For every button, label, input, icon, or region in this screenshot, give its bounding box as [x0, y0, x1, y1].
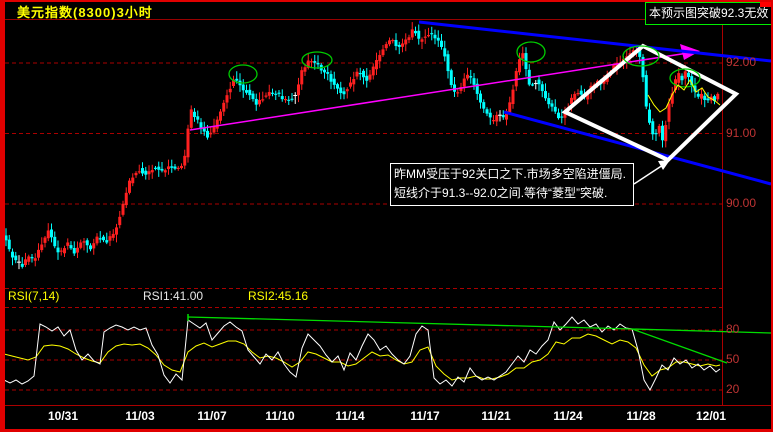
highlight-ellipse [301, 51, 333, 69]
rsi2-value-label: RSI2:45.16 [248, 289, 309, 303]
highlight-ellipse [516, 41, 546, 63]
rsi-axis-label: 20 [726, 382, 740, 396]
price-axis-label: 91.00 [726, 125, 757, 140]
highlight-ellipse [669, 68, 701, 88]
note-corner-marker [760, 2, 771, 7]
x-axis-date-label: 11/28 [626, 409, 656, 423]
lower-blue-trendline [503, 110, 772, 186]
highlight-ellipse [228, 64, 258, 84]
x-axis-date-label: 11/24 [553, 409, 583, 423]
annotation-arrowhead [658, 160, 670, 170]
rsi-axis-label: 80 [726, 322, 740, 336]
x-axis-date-label: 12/01 [695, 409, 727, 423]
window-border-left [0, 0, 5, 432]
magenta-trendline [189, 52, 689, 131]
price-axis-label: 90.00 [726, 196, 757, 210]
upper-blue-trendline [418, 20, 772, 63]
rsi-green-trendline [187, 316, 772, 334]
rsi-layer [3, 314, 772, 392]
window-border-bottom [0, 429, 773, 432]
annotation-line2: 短线介于91.3--92.0之间.等待“菱型”突破. [394, 186, 608, 200]
window-border-right [771, 0, 773, 432]
annotation-line1: 昨MM受压于92关口之下.市场多空陷进僵局. [394, 167, 627, 181]
rsi2-line [3, 333, 721, 381]
analysis-annotation-box: 昨MM受压于92关口之下.市场多空陷进僵局. 短线介于91.3--92.0之间.… [390, 163, 634, 206]
x-axis-date-label: 11/03 [125, 409, 155, 423]
candles-layer [4, 22, 720, 270]
forecast-note-text: 本预示图突破92.3无效 [649, 6, 769, 20]
highlight-ellipse [622, 45, 660, 67]
forecast-note-box: 本预示图突破92.3无效 [645, 2, 772, 25]
yellow-ma-line [647, 78, 721, 113]
rsi-indicator-label[interactable]: RSI(7,14) [8, 289, 60, 303]
window-border-top [0, 0, 773, 2]
x-axis-date-label: 10/31 [47, 409, 79, 423]
rsi-axis-label: 50 [726, 352, 740, 366]
x-axis-date-label: 11/10 [265, 409, 295, 423]
diamond-pattern [561, 43, 740, 163]
x-axis-date-label: 11/07 [197, 409, 227, 423]
price-axis-label: 92.00 [726, 55, 757, 69]
window-title: 美元指数(8300)3小时 [17, 5, 153, 20]
x-axis-date-label: 11/14 [335, 409, 365, 423]
overlay-layer [189, 20, 772, 186]
x-axis-date-label: 11/17 [410, 409, 440, 423]
x-axis-date-label: 11/21 [481, 409, 511, 423]
annotation-arrow [633, 162, 667, 185]
rsi-green-branch [631, 328, 728, 364]
rsi1-line [3, 316, 721, 392]
rsi1-value-label: RSI1:41.00 [143, 289, 204, 303]
